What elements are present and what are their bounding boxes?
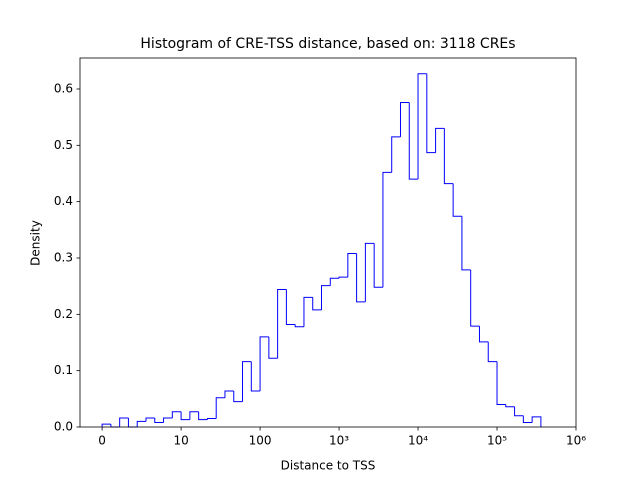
histogram-bin [294, 324, 304, 328]
histogram-bin [435, 127, 445, 153]
histogram-bin [198, 411, 208, 421]
plot-frame [79, 57, 577, 428]
histogram-bin [373, 243, 383, 288]
histogram-bin [347, 252, 357, 278]
x-tick-label: 10⁶ [566, 434, 586, 448]
histogram-bin [215, 397, 225, 419]
histogram-bin [312, 297, 322, 311]
histogram-bin [119, 417, 129, 427]
histogram-bin [154, 417, 164, 423]
histogram-bin [522, 415, 533, 423]
histogram-bin [382, 171, 392, 288]
histogram-bin [180, 411, 190, 421]
y-axis-label: Density [29, 220, 43, 266]
x-tick-label: 10 [173, 434, 188, 448]
histogram-bin [259, 336, 269, 391]
histogram-bin [303, 296, 313, 327]
chart-title: Histogram of CRE-TSS distance, based on:… [140, 36, 515, 52]
histogram-bin [136, 420, 146, 427]
y-tick-label: 0.3 [54, 250, 73, 264]
histogram-bin [250, 361, 261, 392]
y-tick-label: 0.5 [54, 138, 73, 152]
histogram-bin [110, 424, 120, 428]
histogram-bin [277, 289, 287, 359]
histogram-bin [514, 406, 524, 417]
histogram-bin [408, 102, 419, 180]
histogram-bin [242, 361, 252, 402]
histogram-bin [531, 416, 542, 427]
histogram-bin [321, 285, 331, 310]
histogram-bin [338, 276, 348, 279]
histogram-bin [224, 390, 234, 398]
histogram-bin [145, 417, 155, 422]
histogram-bin [417, 73, 427, 180]
histogram-bin [268, 336, 278, 359]
x-tick-label: 0 [98, 434, 106, 448]
histogram-bin [426, 73, 436, 154]
histogram-bin [329, 277, 340, 286]
histogram-bin [356, 253, 366, 303]
histogram-bin [496, 361, 506, 405]
histogram-bin [399, 102, 410, 137]
y-tick-label: 0.0 [54, 420, 73, 434]
y-tick-label: 0.1 [54, 363, 73, 377]
histogram-bin [505, 404, 515, 408]
histogram-bin [461, 216, 471, 271]
histogram-bin [171, 411, 182, 418]
histogram-bin [101, 423, 111, 427]
y-tick-label: 0.6 [54, 81, 73, 95]
x-tick-label: 100 [249, 434, 272, 448]
x-tick-label: 10⁵ [487, 434, 507, 448]
histogram-bin [452, 183, 462, 217]
histogram-bin [285, 289, 296, 325]
histogram-bin [364, 242, 375, 302]
histogram-bin [478, 326, 489, 343]
histogram-bin [487, 341, 498, 363]
histogram-bin [391, 136, 401, 173]
x-tick-label: 10⁴ [408, 434, 428, 448]
histogram-bin [189, 411, 199, 420]
x-axis-label: Distance to TSS [281, 459, 376, 473]
y-tick-label: 0.2 [54, 307, 73, 321]
x-tick-label: 10³ [329, 434, 349, 448]
histogram-bin [163, 417, 173, 423]
histogram-bin [206, 418, 217, 420]
histogram-bin [127, 417, 138, 428]
histogram-bin [443, 128, 454, 185]
histogram-bin [470, 269, 480, 327]
y-tick-label: 0.4 [54, 194, 73, 208]
histogram-bin [233, 390, 243, 403]
